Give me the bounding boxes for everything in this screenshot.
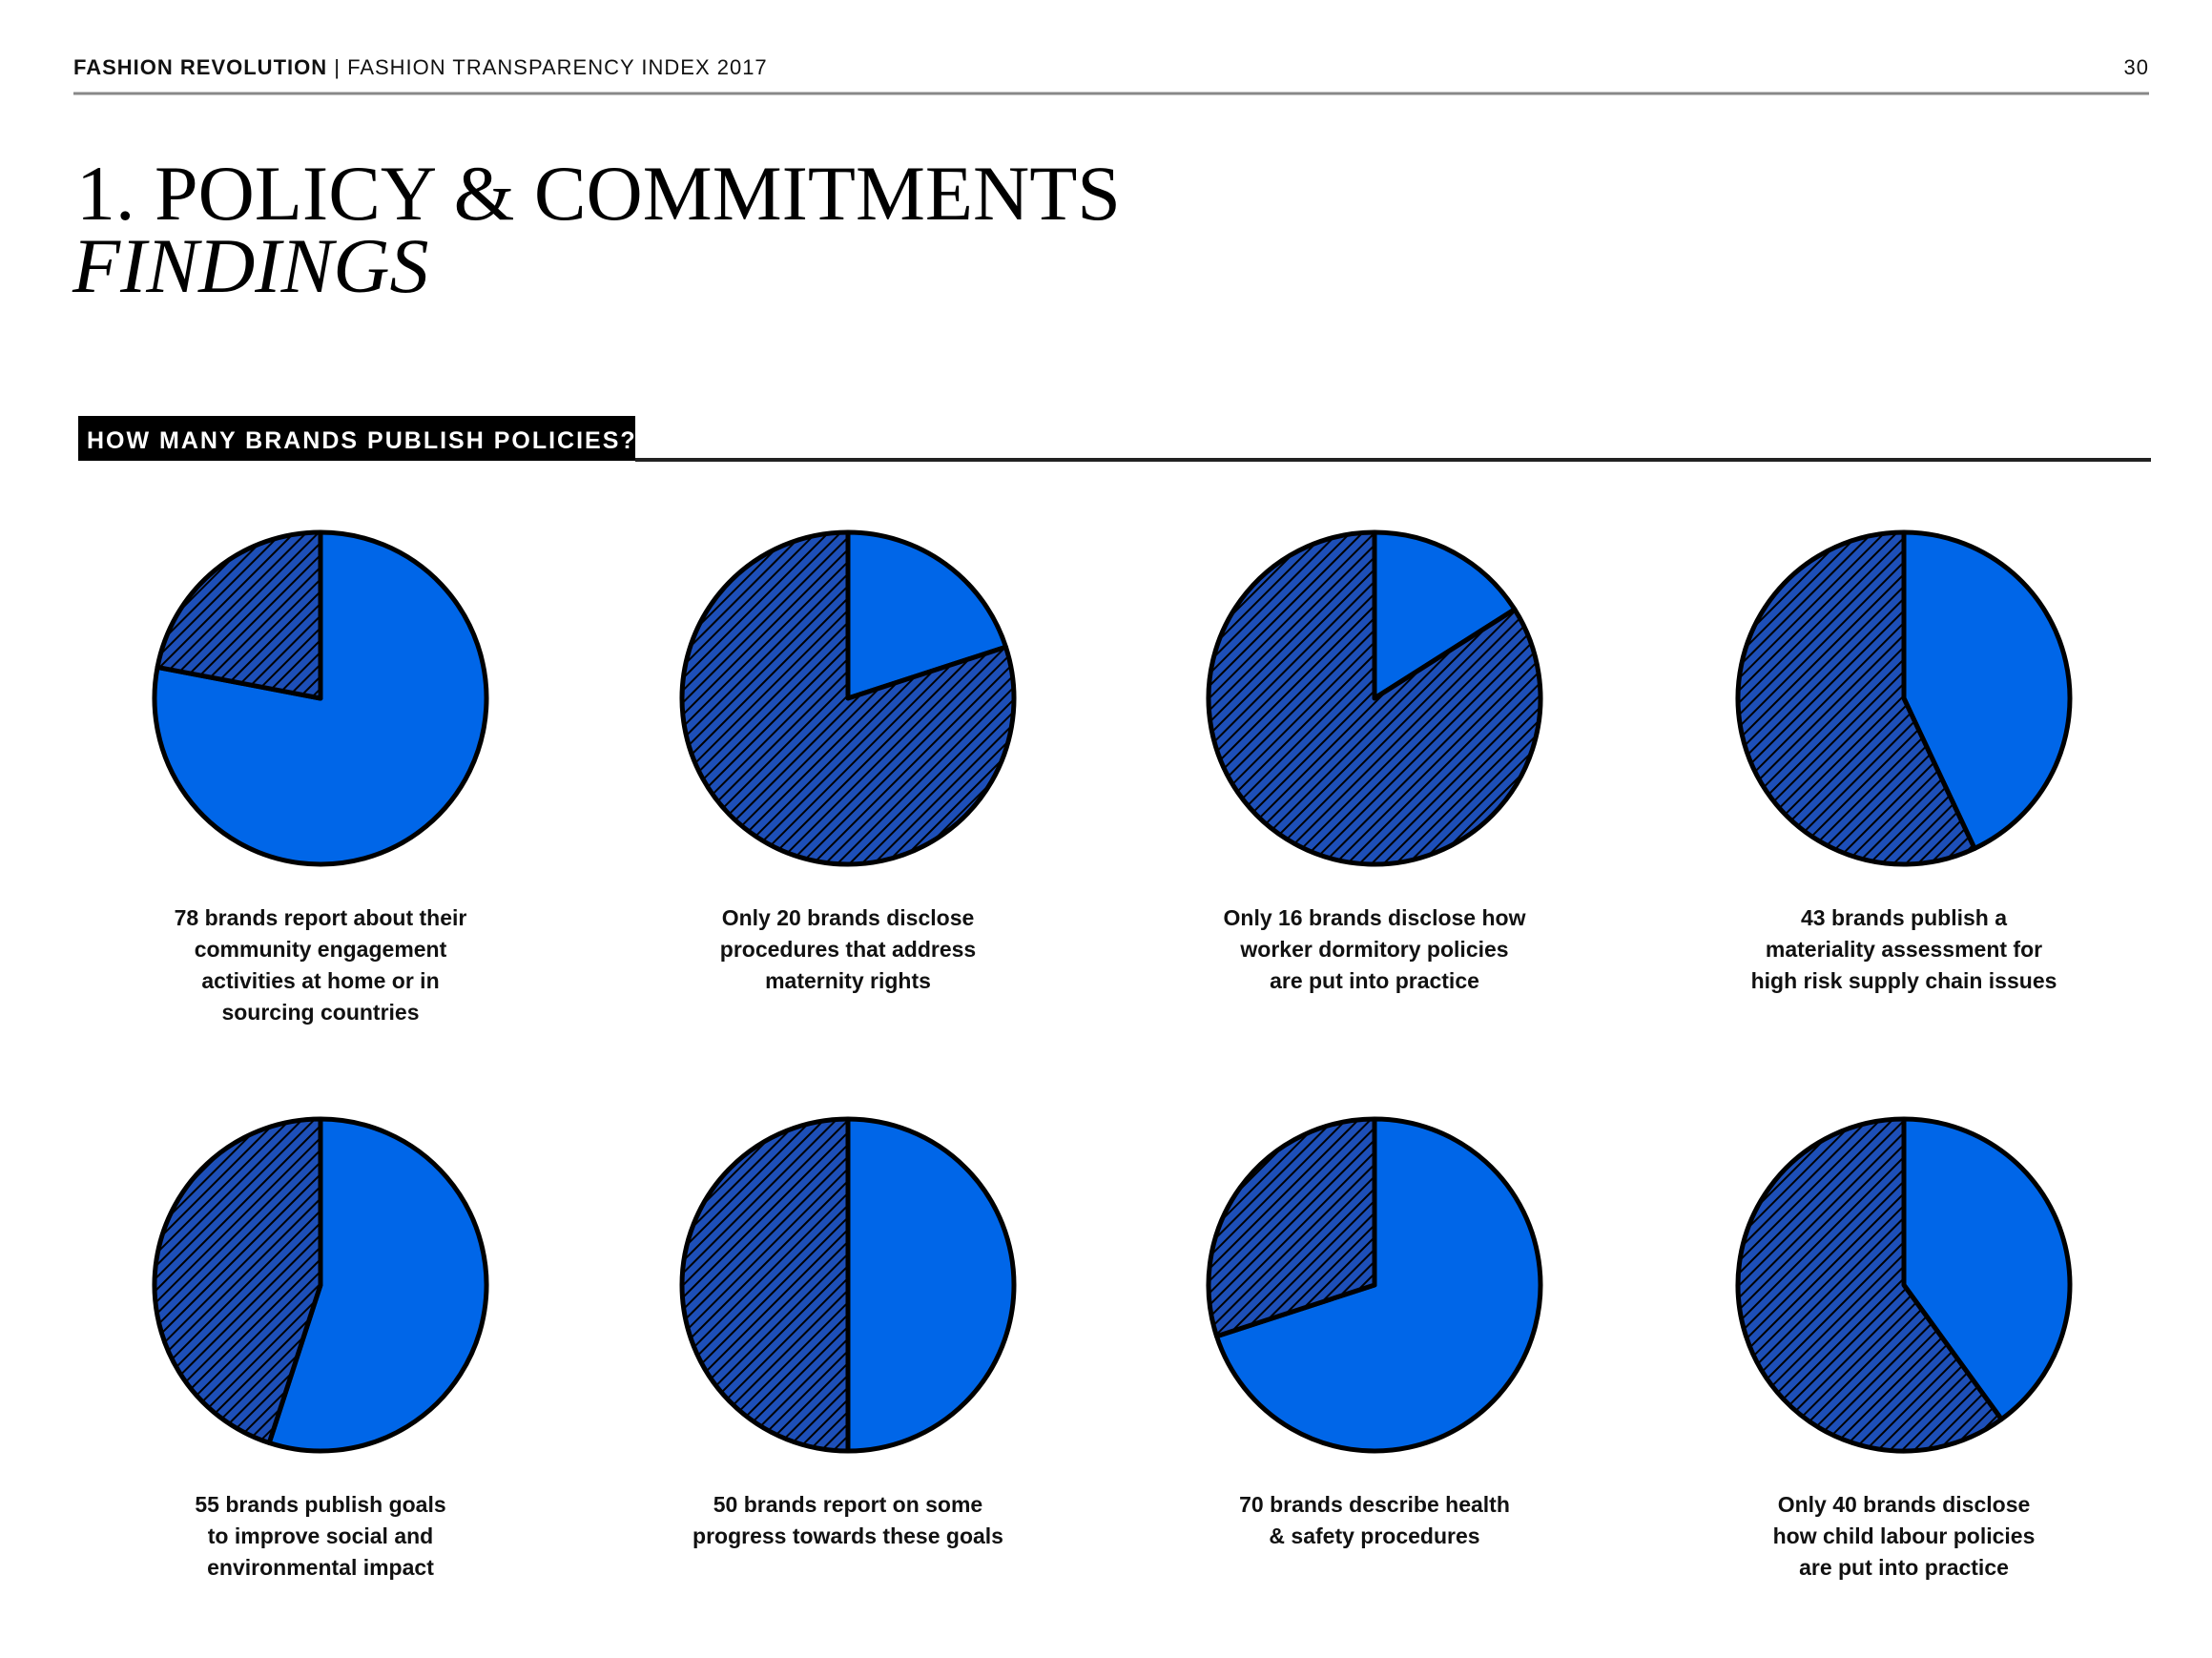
- pie-slice: [1901, 1116, 2073, 1422]
- pie-slice: [1735, 1116, 2004, 1454]
- pie-caption: 50 brands report on some: [713, 1492, 982, 1517]
- pie-slice: [1206, 529, 1543, 867]
- brand: FASHION REVOLUTION: [73, 55, 327, 79]
- pie-caption: environmental impact: [207, 1555, 434, 1580]
- page-number: 30: [2124, 55, 2149, 79]
- pie-caption: are put into practice: [1799, 1555, 2009, 1580]
- pie-caption: worker dormitory policies: [1239, 937, 1508, 962]
- separator: |: [334, 55, 341, 79]
- pie-caption: community engagement: [195, 937, 447, 962]
- pie-slice: [845, 1116, 1017, 1454]
- pie-slice: [1735, 529, 1977, 867]
- section-heading: HOW MANY BRANDS PUBLISH POLICIES?: [87, 427, 637, 454]
- running-header: FASHION REVOLUTION | FASHION TRANSPARENC…: [73, 55, 768, 79]
- pie-caption: how child labour policies: [1773, 1523, 2036, 1548]
- pie-caption: 70 brands describe health: [1239, 1492, 1510, 1517]
- pie-slice: [1206, 1116, 1377, 1339]
- pie-caption: & safety procedures: [1269, 1523, 1479, 1548]
- title: 1. POLICY & COMMITMENTS: [76, 150, 1121, 237]
- pie-slice: [1214, 1116, 1543, 1454]
- pie-caption: high risk supply chain issues: [1751, 968, 2057, 993]
- pie-caption: 43 brands publish a: [1801, 905, 2007, 930]
- pie-caption: 78 brands report about their: [175, 905, 467, 930]
- publication: FASHION TRANSPARENCY INDEX 2017: [347, 55, 768, 79]
- pie-caption: sourcing countries: [221, 1000, 419, 1025]
- pie-slice: [1372, 529, 1518, 701]
- pie-caption: Only 40 brands disclose: [1778, 1492, 2031, 1517]
- pie-slice: [679, 529, 1017, 867]
- pie-slice: [155, 529, 323, 701]
- pie-slice: [152, 1116, 323, 1445]
- pie-slice: [845, 529, 1008, 701]
- pie-caption: procedures that address: [720, 937, 976, 962]
- pie-caption: Only 20 brands disclose: [722, 905, 975, 930]
- pie-caption: to improve social and: [208, 1523, 433, 1548]
- subtitle: FINDINGS: [72, 222, 429, 309]
- pie-caption: maternity rights: [765, 968, 931, 993]
- pie-caption: materiality assessment for: [1766, 937, 2042, 962]
- pie-caption: are put into practice: [1270, 968, 1479, 993]
- pie-slice: [266, 1116, 489, 1454]
- pie-caption: 55 brands publish goals: [195, 1492, 445, 1517]
- section-box: [78, 416, 635, 461]
- pie-slice: [1901, 529, 2073, 851]
- pie-caption: progress towards these goals: [693, 1523, 1003, 1548]
- pie-caption: activities at home or in: [201, 968, 439, 993]
- pie-caption: Only 16 brands disclose how: [1224, 905, 1526, 930]
- pie-slice: [679, 1116, 851, 1454]
